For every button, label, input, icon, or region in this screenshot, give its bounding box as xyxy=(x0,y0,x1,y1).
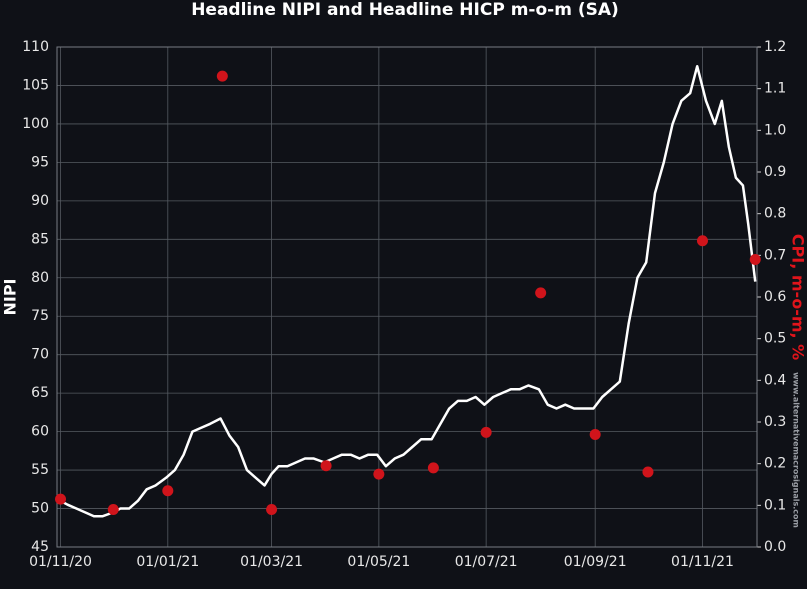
y-tick-label: 110 xyxy=(22,39,49,55)
cpi-point xyxy=(480,426,492,438)
y2-axis-label: CPI, m-o-m, % xyxy=(789,234,807,360)
y2-tick-label: 0.3 xyxy=(764,414,786,430)
x-tick-label: 01/03/21 xyxy=(240,554,303,570)
nipi-line xyxy=(59,64,757,518)
cpi-point xyxy=(162,485,174,497)
cpi-point xyxy=(216,70,228,82)
x-tick-label: 01/05/21 xyxy=(347,554,410,570)
cpi-point xyxy=(589,429,601,440)
x-tick-label: 01/11/21 xyxy=(671,554,734,570)
y2-tick-label: 0.8 xyxy=(764,206,786,222)
y-tick-label: 105 xyxy=(22,77,49,93)
cpi-point xyxy=(266,504,278,515)
cpi-point xyxy=(749,254,761,265)
y2-tick-label: 1.2 xyxy=(764,39,786,55)
y2-tick-label: 1.0 xyxy=(764,122,786,138)
chart-title: Headline NIPI and Headline HICP m-o-m (S… xyxy=(191,0,619,20)
cpi-point xyxy=(642,466,654,478)
cpi-point xyxy=(535,287,547,299)
y-tick-label: 80 xyxy=(31,270,49,286)
y2-tick-label: 0.0 xyxy=(764,539,786,555)
y2-tick-label: 0.2 xyxy=(764,456,786,472)
y2-tick-label: 0.6 xyxy=(764,289,786,305)
y2-tick-label: 1.1 xyxy=(764,81,786,97)
y-tick-label: 95 xyxy=(31,154,49,170)
cpi-point xyxy=(320,460,332,472)
y-tick-label: 75 xyxy=(31,308,49,324)
cpi-point xyxy=(427,462,439,474)
plot-frame xyxy=(56,46,758,548)
x-tick-label: 01/11/20 xyxy=(29,554,92,570)
y-tick-label: 50 xyxy=(31,501,49,517)
cpi-point xyxy=(55,493,67,505)
cpi-point xyxy=(373,468,385,480)
cpi-point xyxy=(107,504,119,515)
y-axis-label: NIPI xyxy=(1,278,20,315)
y-tick-label: 65 xyxy=(31,385,49,401)
y2-tick-label: 0.5 xyxy=(764,331,786,347)
x-tick-label: 01/07/21 xyxy=(455,554,518,570)
y2-tick-label: 0.1 xyxy=(764,497,786,513)
y-tick-label: 55 xyxy=(31,462,49,478)
y-tick-label: 70 xyxy=(31,347,49,363)
x-tick-label: 01/01/21 xyxy=(136,554,199,570)
y-tick-label: 85 xyxy=(31,231,49,247)
cpi-point xyxy=(696,235,708,247)
y2-tick-label: 0.9 xyxy=(764,164,786,180)
x-tick-label: 01/09/21 xyxy=(564,554,627,570)
y2-tick-label: 0.4 xyxy=(764,372,786,388)
y-tick-label: 60 xyxy=(31,424,49,440)
y-tick-label: 100 xyxy=(22,116,49,132)
watermark: www.alternativemacrosignals.com xyxy=(792,372,801,528)
y-tick-label: 45 xyxy=(31,539,49,555)
y-tick-label: 90 xyxy=(31,193,49,209)
y2-tick-label: 0.7 xyxy=(764,247,786,263)
